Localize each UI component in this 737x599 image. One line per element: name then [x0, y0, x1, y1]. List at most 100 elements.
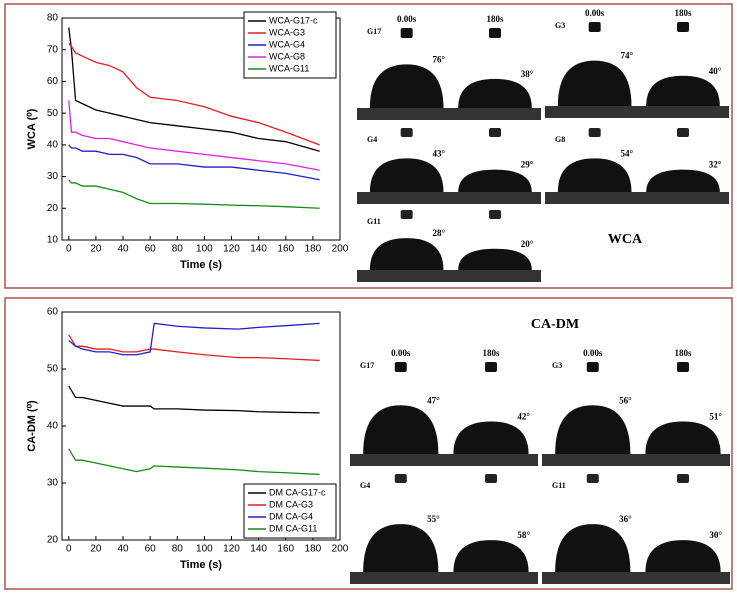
droplet — [369, 158, 444, 192]
contact-angle: 76° — [432, 54, 445, 64]
bottom-frame — [4, 297, 733, 590]
series-line — [68, 179, 320, 209]
droplet — [458, 78, 532, 108]
y-tick-label: 10 — [47, 235, 59, 246]
contact-angle: 30° — [709, 530, 722, 540]
substrate — [350, 454, 538, 466]
y-tick-label: 60 — [47, 76, 59, 87]
y-tick-label: 50 — [47, 108, 59, 119]
needle-drop — [489, 128, 501, 137]
sample-name: G4 — [367, 135, 377, 144]
time-label: 0.00s — [397, 14, 417, 24]
x-tick-label: 0 — [66, 244, 72, 255]
x-tick-label: 60 — [145, 244, 157, 255]
x-tick-label: 140 — [250, 544, 267, 555]
needle-drop — [677, 128, 689, 137]
needle-drop — [489, 210, 501, 219]
x-tick-label: 100 — [196, 544, 213, 555]
contact-angle: 55° — [427, 514, 440, 524]
image-group-label: CA-DM — [531, 317, 579, 332]
x-tick-label: 100 — [196, 244, 213, 255]
legend-label: DM CA-G11 — [269, 523, 317, 533]
substrate — [357, 108, 541, 120]
y-tick-label: 30 — [47, 171, 59, 182]
droplet — [363, 405, 439, 454]
needle-drop — [677, 22, 689, 32]
contact-angle: 74° — [620, 51, 633, 61]
time-label: 180s — [674, 348, 692, 358]
needle-drop — [588, 22, 601, 32]
droplet — [453, 540, 529, 572]
y-tick-label: 20 — [47, 203, 59, 214]
y-tick-label: 70 — [47, 44, 59, 55]
x-tick-label: 0 — [66, 544, 72, 555]
sample-name: G4 — [360, 481, 370, 490]
needle-drop — [586, 362, 599, 372]
x-tick-label: 40 — [117, 244, 129, 255]
top-frame — [4, 3, 733, 289]
droplet — [453, 421, 529, 454]
series-line — [68, 27, 320, 152]
x-tick-label: 180 — [305, 544, 322, 555]
series-line — [68, 144, 320, 181]
needle-drop — [394, 362, 407, 372]
legend-label: WCA-G4 — [269, 39, 305, 49]
image-group-label: WCA — [608, 232, 643, 247]
droplet — [369, 238, 444, 270]
y-axis-label: CA-DM (⁰) — [26, 400, 38, 452]
sample-name: G17 — [367, 27, 381, 36]
substrate — [545, 106, 729, 118]
sample-name: G3 — [555, 21, 565, 30]
x-axis-label: Time (s) — [180, 559, 222, 571]
needle-drop — [400, 210, 413, 219]
x-tick-label: 20 — [90, 244, 102, 255]
legend-label: DM CA-G17-c — [269, 487, 326, 497]
time-label: 180s — [482, 348, 500, 358]
x-tick-label: 200 — [332, 244, 349, 255]
legend-label: WCA-G8 — [269, 51, 305, 61]
x-tick-label: 80 — [172, 544, 184, 555]
contact-angle: 40° — [709, 66, 722, 76]
sample-name: G3 — [552, 361, 562, 370]
x-tick-label: 80 — [172, 244, 184, 255]
contact-angle: 58° — [517, 530, 530, 540]
legend-label: WCA-G17-c — [269, 15, 318, 25]
needle-drop — [485, 474, 497, 483]
x-tick-label: 20 — [90, 544, 102, 555]
contact-angle: 32° — [709, 160, 722, 170]
contact-angle: 51° — [709, 412, 722, 422]
droplet — [458, 248, 532, 270]
time-label: 180s — [486, 14, 504, 24]
plot-area — [61, 17, 341, 241]
series-line — [68, 322, 320, 356]
y-tick-label: 60 — [47, 307, 59, 318]
x-tick-label: 140 — [250, 244, 267, 255]
substrate — [357, 270, 541, 282]
y-tick-label: 50 — [47, 364, 59, 375]
legend-label: DM CA-G3 — [269, 499, 313, 509]
y-tick-label: 30 — [47, 478, 59, 489]
y-tick-label: 40 — [47, 139, 59, 150]
y-axis-label: WCA (⁰) — [26, 108, 38, 149]
time-label: 0.00s — [391, 348, 411, 358]
y-tick-label: 80 — [47, 13, 59, 24]
substrate — [545, 192, 729, 204]
x-tick-label: 120 — [223, 544, 240, 555]
time-label: 0.00s — [585, 8, 605, 18]
series-line — [68, 334, 320, 362]
contact-angle: 42° — [517, 412, 530, 422]
needle-drop — [677, 362, 689, 372]
x-axis-label: Time (s) — [180, 259, 222, 271]
droplet — [555, 405, 631, 454]
x-tick-label: 160 — [277, 544, 294, 555]
x-tick-label: 200 — [332, 544, 349, 555]
contact-angle: 56° — [619, 395, 632, 405]
y-tick-label: 40 — [47, 421, 59, 432]
x-tick-label: 180 — [305, 244, 322, 255]
contact-angle: 43° — [432, 148, 445, 158]
x-tick-label: 160 — [277, 244, 294, 255]
needle-drop — [588, 128, 601, 137]
droplet — [458, 169, 532, 192]
substrate — [542, 572, 730, 584]
